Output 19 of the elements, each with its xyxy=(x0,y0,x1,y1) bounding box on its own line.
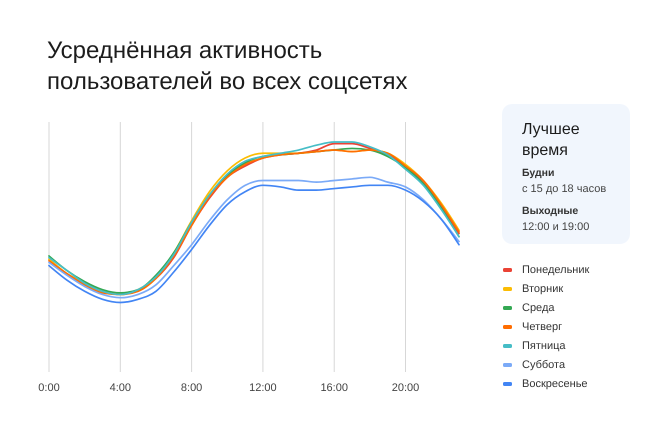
legend-label: Пятница xyxy=(522,340,566,352)
legend-label: Воскресенье xyxy=(522,378,588,390)
legend-label: Четверг xyxy=(522,321,562,333)
x-tick-label: 8:00 xyxy=(180,382,202,394)
legend-label: Вторник xyxy=(522,283,564,295)
x-tick-label: 16:00 xyxy=(320,382,348,394)
x-tick-label: 4:00 xyxy=(110,382,132,394)
text: Выходные xyxy=(522,205,578,217)
legend-label: Среда xyxy=(522,302,556,314)
text: с 15 до 18 часов xyxy=(522,183,606,195)
legend-label: Суббота xyxy=(522,359,566,371)
x-tick-label: 0:00 xyxy=(38,382,60,394)
chart-title: Усреднённая активность пользователей во всех соцсетях xyxy=(47,37,408,95)
text: Лучшее время xyxy=(522,121,580,159)
legend-label: Понедельник xyxy=(522,264,590,276)
text: 12:00 и 19:00 xyxy=(522,221,590,233)
x-tick-label: 20:00 xyxy=(392,382,420,394)
x-tick-label: 12:00 xyxy=(249,382,277,394)
text: Будни xyxy=(522,167,554,179)
